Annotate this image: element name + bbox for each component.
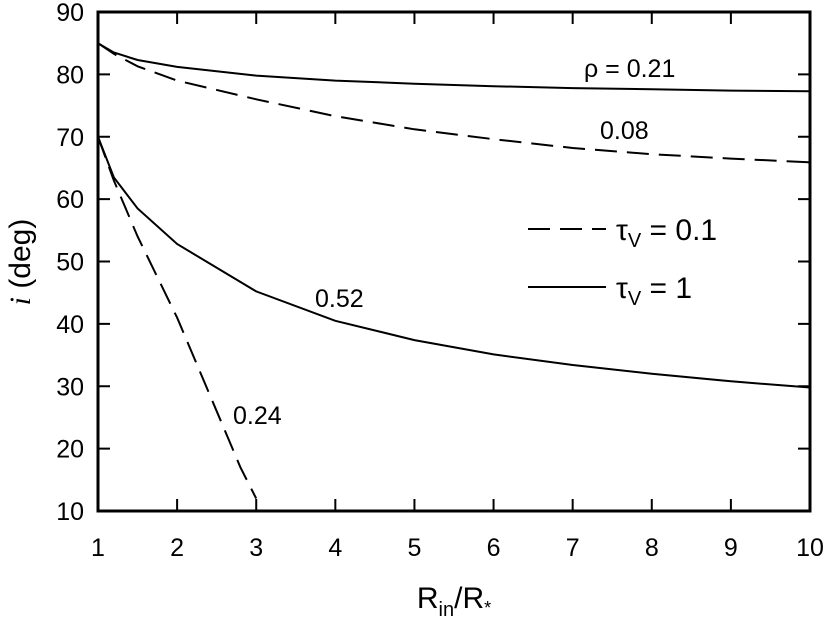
x-tick-label: 10	[796, 534, 824, 562]
x-axis-title-star: *	[484, 598, 491, 618]
series-line-0	[97, 42, 811, 93]
y-tick-label: 70	[56, 124, 84, 152]
x-tick-label: 7	[566, 534, 580, 562]
curve-label-052: 0.52	[315, 285, 364, 313]
y-tick-label: 90	[56, 0, 84, 27]
x-tick-label: 5	[407, 534, 421, 562]
y-axis-title-rest: (deg)	[4, 219, 37, 297]
y-tick-label: 20	[56, 436, 84, 464]
plot-frame	[96, 10, 812, 513]
x-tick-label: 4	[328, 534, 342, 562]
y-axis-title: i (deg)	[4, 219, 37, 306]
x-axis-title-r: R	[417, 582, 439, 615]
x-axis-title-sub: in	[439, 599, 455, 621]
y-tick-labels: 10 20 30 40 50 60 70 80 90	[56, 0, 84, 526]
series-layer	[97, 42, 811, 499]
legend-label-solid: τV = 1	[616, 272, 692, 310]
curve-label-rho-021: ρ = 0.21	[584, 55, 675, 83]
x-tick-label: 9	[724, 534, 738, 562]
x-axis-title: Rin/R*	[417, 582, 491, 621]
curve-label-024: 0.24	[233, 402, 282, 430]
series-line-2	[97, 136, 811, 389]
y-tick-label: 40	[56, 311, 84, 339]
series-line-1	[97, 42, 811, 164]
x-tick-label: 1	[91, 534, 105, 562]
x-tick-label: 8	[645, 534, 659, 562]
legend-label-dashed: τV = 0.1	[616, 214, 717, 252]
series-line-3	[97, 136, 258, 499]
x-axis-title-rest: /R	[454, 582, 484, 615]
x-tick-label: 2	[170, 534, 184, 562]
legend: τV = 0.1 τV = 1	[528, 214, 717, 310]
y-tick-label: 80	[56, 61, 84, 89]
y-tick-label: 30	[56, 373, 84, 401]
y-axis-title-italic: i	[4, 297, 37, 305]
x-tick-labels: 1 2 3 4 5 6 7 8 9 10	[91, 534, 824, 562]
curve-labels: ρ = 0.21 0.08 0.52 0.24	[233, 55, 675, 430]
ticks-layer	[98, 12, 810, 511]
y-tick-label: 50	[56, 249, 84, 277]
x-tick-label: 6	[487, 534, 501, 562]
curve-label-008: 0.08	[600, 117, 649, 145]
y-tick-label: 10	[56, 498, 84, 526]
x-tick-label: 3	[249, 534, 263, 562]
y-tick-label: 60	[56, 186, 84, 214]
